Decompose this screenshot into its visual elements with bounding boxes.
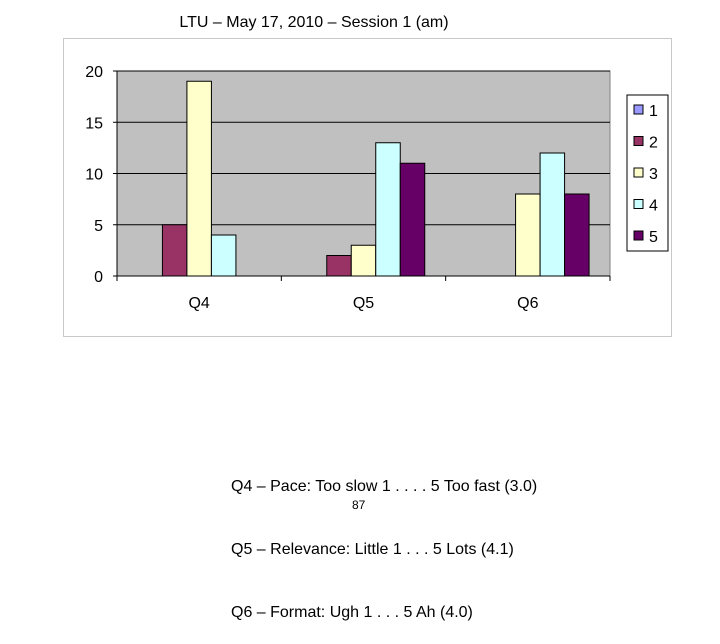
y-tick-label: 5 xyxy=(94,218,103,235)
note-q4: Q4 – Pace: Too slow 1 . . . . 5 Too fast… xyxy=(231,478,538,495)
legend-swatch-3 xyxy=(633,167,644,178)
y-tick-label: 0 xyxy=(94,269,103,286)
y-tick-label: 20 xyxy=(85,64,103,81)
legend-label-2: 2 xyxy=(649,135,658,152)
page-number: 87 xyxy=(352,498,366,512)
bar-q5-series-2 xyxy=(326,255,352,277)
bar-q4-series-2 xyxy=(161,224,188,277)
legend-label-1: 1 xyxy=(649,103,658,120)
bar-q6-series-3 xyxy=(515,193,541,277)
y-tick-label: 10 xyxy=(85,167,103,184)
legend-label-3: 3 xyxy=(649,166,658,183)
bar-q4-series-3 xyxy=(186,80,212,277)
bar-q5-series-5 xyxy=(399,162,426,277)
legend-swatch-4 xyxy=(633,199,644,209)
bar-q5-series-4 xyxy=(375,142,401,277)
x-tick-label: Q5 xyxy=(353,295,374,312)
bar-q6-series-4 xyxy=(539,152,566,277)
legend-swatch-5 xyxy=(633,230,644,241)
x-tick-label: Q4 xyxy=(188,295,209,312)
bar-q6-series-5 xyxy=(564,193,590,277)
legend-label-4: 4 xyxy=(649,198,658,215)
note-q5: Q5 – Relevance: Little 1 . . . 5 Lots (4… xyxy=(231,541,514,558)
question-notes: Q4 – Pace: Too slow 1 . . . . 5 Too fast… xyxy=(231,434,537,644)
legend-swatch-2 xyxy=(633,136,644,146)
bar-q4-series-4 xyxy=(210,234,237,277)
x-tick-label: Q6 xyxy=(517,295,538,312)
legend-swatch-1 xyxy=(633,104,644,115)
bar-q5-series-3 xyxy=(350,244,377,277)
y-tick-label: 15 xyxy=(85,115,103,132)
slide-title: LTU – May 17, 2010 – Session 1 (am) xyxy=(179,14,449,31)
legend xyxy=(626,94,669,252)
note-q6: Q6 – Format: Ugh 1 . . . 5 Ah (4.0) xyxy=(231,604,473,621)
legend-label-5: 5 xyxy=(649,229,658,246)
bar-chart: 0 5 10 15 20 Q4 Q5 Q6 1 2 3 4 5 xyxy=(85,64,669,312)
